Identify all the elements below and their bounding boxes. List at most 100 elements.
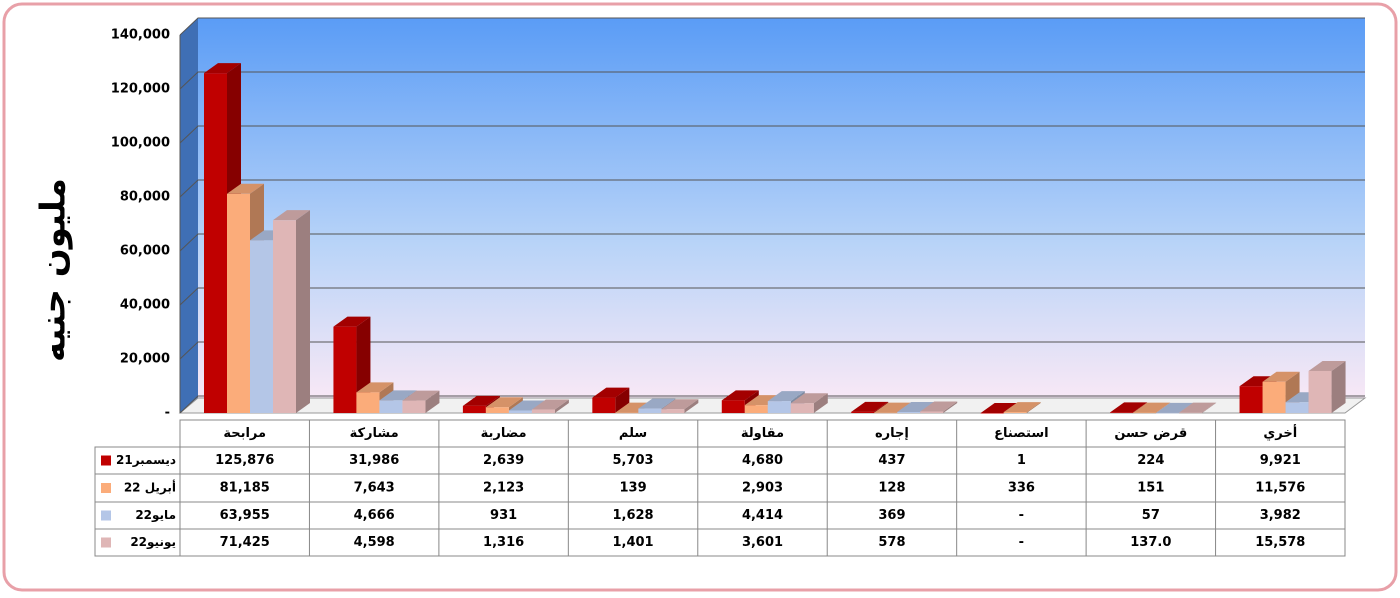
table-value: 1,316	[483, 535, 524, 550]
y-axis-label: مليون جنيه	[34, 178, 74, 362]
back-wall	[198, 18, 1365, 398]
table-value: 7,643	[354, 481, 395, 496]
table-value: 137.0	[1130, 535, 1171, 550]
bar-top	[638, 398, 676, 409]
bar	[790, 403, 814, 413]
bar	[531, 409, 555, 413]
table-value: 1	[1017, 453, 1026, 468]
grid-line	[179, 233, 1365, 252]
x-tick-label: استصناع	[994, 426, 1048, 441]
bar	[592, 397, 616, 413]
bar	[874, 412, 898, 414]
table-value: 3,601	[742, 535, 783, 550]
bar-top	[721, 390, 759, 401]
bar-top	[897, 402, 935, 413]
bar	[402, 400, 426, 413]
bar-top	[1262, 371, 1300, 382]
table-value: 5,703	[612, 453, 653, 468]
bar	[485, 407, 509, 413]
bar-top	[1156, 402, 1194, 413]
bar-top	[333, 316, 371, 327]
bar	[980, 412, 1004, 414]
table-value: 31,986	[349, 453, 399, 468]
legend-label: أبريل 22	[124, 480, 176, 495]
bar-top	[508, 400, 546, 411]
bar-top	[744, 395, 782, 406]
bar-side	[684, 399, 699, 413]
bar-side	[425, 390, 440, 413]
bar	[744, 405, 768, 413]
table-value: 1,401	[612, 535, 653, 550]
table-value: 151	[1137, 481, 1164, 496]
x-tick-label: إجاره	[875, 426, 909, 441]
bar	[1003, 412, 1027, 413]
table-value: -	[1019, 535, 1024, 550]
table-value: 2,903	[742, 481, 783, 496]
bar	[250, 240, 273, 413]
bar	[1308, 370, 1332, 413]
bar	[356, 392, 380, 413]
legend-label: مايو22	[135, 508, 176, 523]
x-tick-label: قرض حسن	[1114, 426, 1187, 441]
x-tick-label: مقاولة	[741, 426, 784, 441]
bar	[273, 220, 296, 413]
y-tick-label: 100,000	[111, 136, 170, 151]
x-tick-label: أخري	[1263, 424, 1297, 441]
bar	[462, 405, 486, 413]
bar	[1133, 412, 1157, 414]
x-tick-label: سلم	[619, 426, 647, 441]
bar	[508, 410, 532, 413]
table-value: 11,576	[1255, 481, 1305, 496]
bar	[920, 411, 944, 413]
bar-top	[273, 210, 310, 221]
bar-top	[1179, 402, 1217, 413]
table-value: 57	[1142, 508, 1160, 523]
legend-label: ديسمبر21	[116, 453, 176, 467]
bar	[721, 400, 745, 413]
table-value: 224	[1137, 453, 1164, 468]
table-value: 336	[1008, 481, 1035, 496]
grid-line	[179, 395, 1365, 414]
table-value: 4,414	[742, 508, 783, 523]
bar-top	[661, 399, 699, 410]
y-tick-label: 80,000	[120, 190, 170, 205]
table-value: 1,628	[612, 508, 653, 523]
legend-swatch	[101, 537, 111, 548]
bar-side	[1331, 360, 1346, 413]
x-tick-label: مرابحة	[223, 426, 266, 441]
table-value: 125,876	[215, 453, 274, 468]
y-tick-label: -	[165, 406, 170, 421]
bar-top	[790, 393, 828, 404]
legend-label: يونيو22	[130, 535, 176, 550]
bar-top	[204, 63, 241, 74]
bar-top	[592, 387, 630, 398]
bar	[1239, 386, 1263, 413]
bar	[1179, 412, 1203, 414]
grid-line	[179, 71, 1365, 90]
table-value: 81,185	[220, 481, 270, 496]
bar-top	[356, 382, 394, 393]
table-value: 71,425	[220, 535, 270, 550]
grid-line	[179, 287, 1365, 306]
bar-top	[767, 391, 805, 402]
bar-side	[1202, 402, 1217, 413]
legend-swatch	[101, 483, 111, 493]
bar-top	[615, 402, 653, 413]
bar-side	[943, 401, 958, 413]
table-value: 139	[619, 481, 646, 496]
grid-line	[179, 17, 1365, 36]
bar	[767, 401, 791, 413]
y-tick-label: 140,000	[111, 28, 170, 43]
bar	[1285, 402, 1309, 413]
table-value: -	[1019, 508, 1024, 523]
side-wall	[180, 18, 198, 413]
table-value: 3,982	[1260, 508, 1301, 523]
table-value: 4,598	[354, 535, 395, 550]
bar	[1110, 412, 1134, 413]
y-tick-label: 60,000	[120, 244, 170, 259]
x-tick-label: مضاربة	[481, 426, 527, 441]
table-value: 437	[878, 453, 905, 468]
y-tick-label: 20,000	[120, 352, 170, 367]
table-value: 9,921	[1260, 453, 1301, 468]
